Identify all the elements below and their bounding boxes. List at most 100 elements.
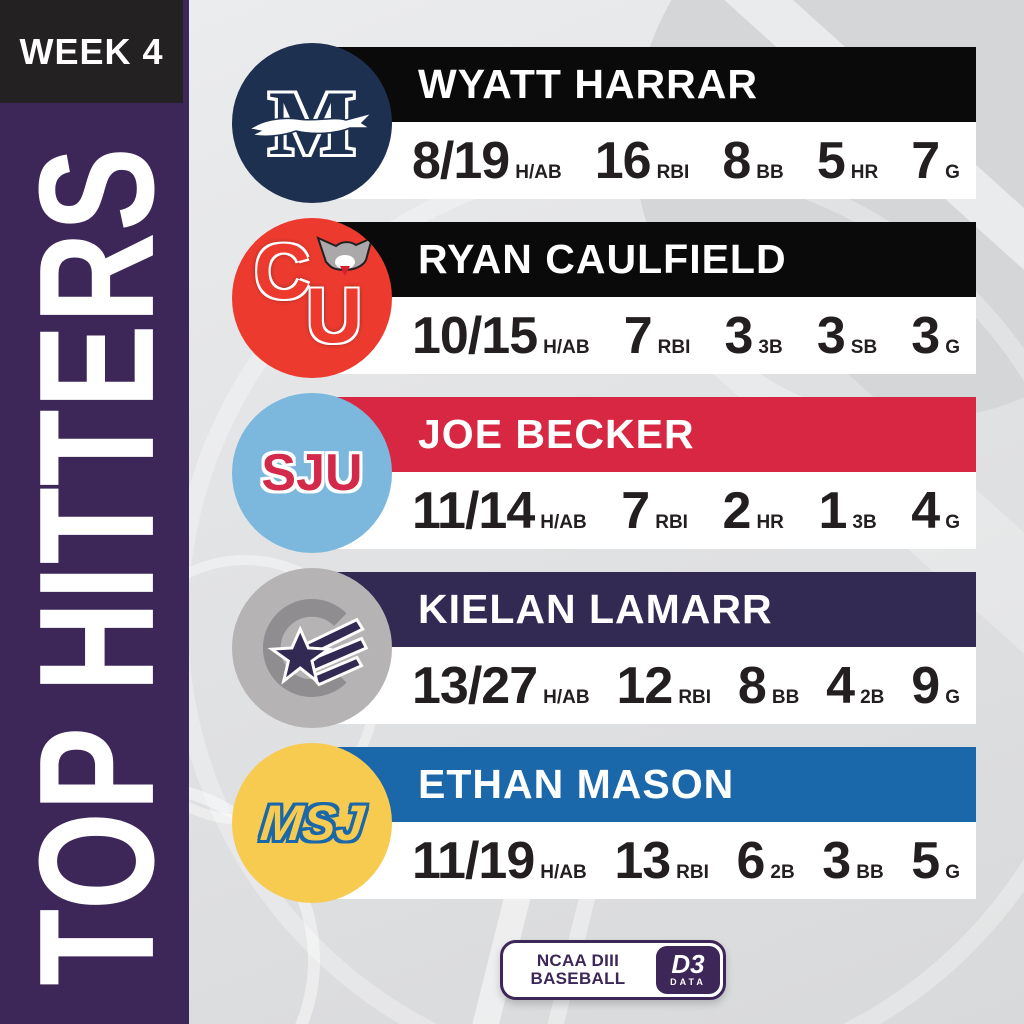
footer-org-line2: BASEBALL — [530, 969, 626, 988]
d3data-logo: D3 DATA — [656, 946, 720, 994]
stat-label: 3B — [852, 511, 877, 533]
stat-value: 8 — [737, 656, 767, 715]
stat-value: 9 — [911, 656, 940, 715]
d3-monogram: D3 — [671, 948, 705, 979]
stat-group: 13/27 H/AB — [412, 656, 590, 716]
stat-label: G — [945, 861, 960, 883]
stat-group: 11/14 H/AB — [412, 481, 587, 541]
stat-value: 12 — [616, 656, 673, 715]
player-name: RYAN CAULFIELD — [418, 236, 787, 282]
stat-group: 13 RBI — [614, 831, 709, 891]
stat-label: H/AB — [515, 161, 562, 183]
stat-group: 3 SB — [817, 306, 877, 366]
stat-group: 4 2B — [826, 656, 884, 716]
player-name: KIELAN LAMARR — [418, 586, 773, 632]
stat-label: 3B — [758, 336, 783, 358]
stat-value: 4 — [911, 481, 940, 540]
stat-group: 8 BB — [738, 656, 799, 716]
stat-label: 2B — [860, 686, 885, 708]
page-title: TOP HITTERS — [4, 146, 189, 986]
stat-group: 3 BB — [822, 831, 883, 891]
stat-value: 3 — [816, 306, 846, 365]
stat-label: H/AB — [543, 336, 590, 358]
player-name-bar: KIELAN LAMARR — [312, 572, 976, 647]
greyhound-icon — [248, 111, 375, 137]
player-name: WYATT HARRAR — [418, 61, 758, 107]
stat-label: HR — [756, 511, 784, 533]
stat-value: 3 — [822, 831, 851, 890]
comet-star-icon — [262, 599, 369, 697]
player-name-bar: RYAN CAULFIELD — [312, 222, 976, 297]
stat-group: 7 RBI — [624, 306, 691, 366]
stat-value: 16 — [594, 131, 652, 190]
player-name-bar: WYATT HARRAR — [312, 47, 976, 122]
stat-label: BB — [856, 861, 884, 883]
stat-label: SB — [850, 336, 878, 358]
stat-value: 2 — [722, 481, 752, 540]
stat-value: 7 — [621, 481, 650, 540]
logo-letter: SJU — [261, 444, 363, 502]
stat-group: 3 3B — [725, 306, 783, 366]
stat-group: 5 HR — [817, 131, 878, 191]
stat-value: 1 — [818, 481, 847, 540]
stat-value: 4 — [826, 656, 855, 715]
stat-group: 8 BB — [722, 131, 783, 191]
stat-label: BB — [756, 161, 784, 183]
stat-value: 6 — [736, 831, 765, 890]
stat-label: H/AB — [543, 686, 590, 708]
stat-value: 11/14 — [412, 481, 535, 540]
stat-value: 10/15 — [412, 306, 538, 365]
stat-label: H/AB — [540, 861, 587, 883]
logo-letter: C — [254, 227, 311, 315]
player-name-bar: ETHAN MASON — [312, 747, 976, 822]
stat-value: 13/27 — [412, 656, 538, 715]
stat-label: RBI — [655, 511, 688, 533]
greyhound-m-logo-icon: M — [232, 43, 392, 203]
stat-label: G — [945, 686, 960, 708]
stat-label: 2B — [770, 861, 795, 883]
stat-value: 7 — [911, 131, 940, 190]
player-name: ETHAN MASON — [418, 761, 735, 807]
stat-value: 3 — [724, 306, 754, 365]
stat-group: 6 2B — [736, 831, 794, 891]
stat-label: G — [945, 161, 960, 183]
stat-value: 8/19 — [412, 131, 510, 190]
stat-group: 11/19 H/AB — [412, 831, 587, 891]
stat-group: 12 RBI — [616, 656, 711, 716]
stat-label: RBI — [656, 161, 690, 183]
stat-value: 7 — [623, 306, 653, 365]
logo-letter: U — [306, 271, 363, 359]
stat-group: 16 RBI — [595, 131, 690, 191]
stat-label: G — [945, 511, 960, 533]
cougar-icon — [316, 236, 374, 276]
stat-group: 1 3B — [818, 481, 876, 541]
stat-label: RBI — [657, 336, 691, 358]
stat-value: 3 — [911, 306, 940, 365]
footer-org-line1: NCAA DIII — [536, 951, 620, 971]
week-badge: WEEK 4 — [0, 0, 183, 103]
msj-logo-icon: MSJ — [232, 743, 392, 903]
stat-label: HR — [850, 161, 879, 183]
stat-value: 11/19 — [412, 831, 535, 890]
stat-group: 7 RBI — [621, 481, 688, 541]
footer-org-text: NCAA DIII BASEBALL — [503, 943, 653, 997]
stat-label: RBI — [676, 861, 709, 883]
sju-logo-icon: SJU — [232, 393, 392, 553]
stat-value: 8 — [722, 131, 751, 190]
sidebar: TOP HITTERS — [0, 0, 189, 1024]
stat-label: G — [945, 336, 960, 358]
